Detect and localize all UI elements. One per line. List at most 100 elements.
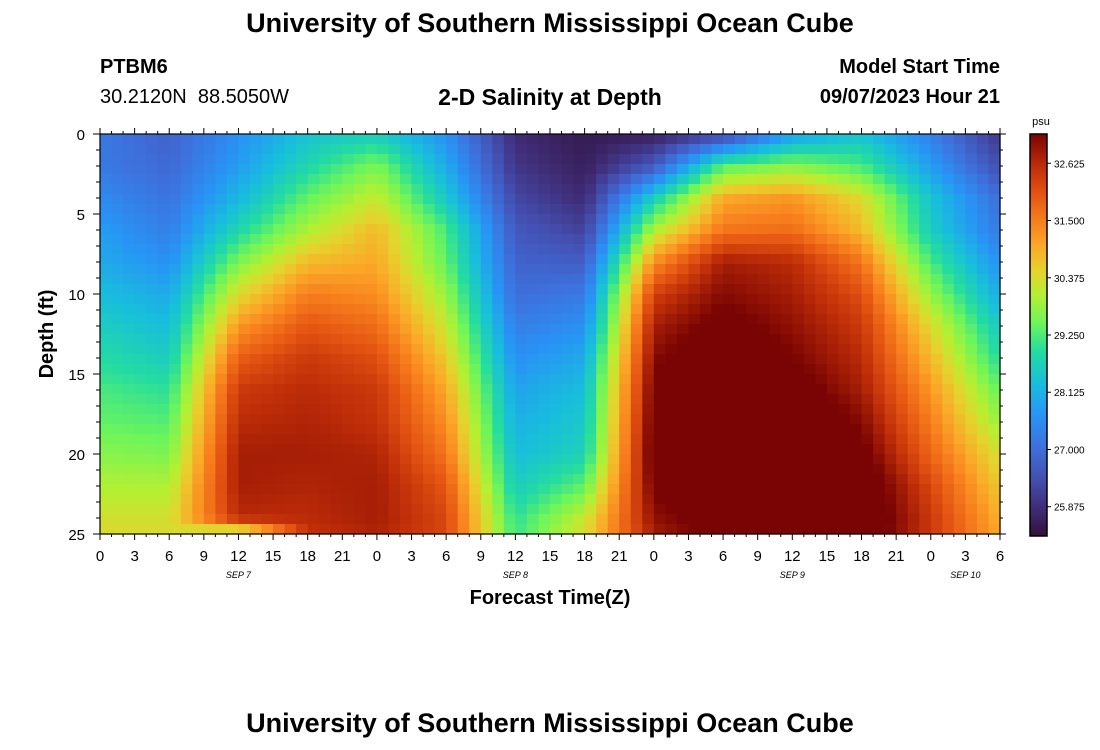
heatmap-cell [884,464,897,475]
heatmap-cell [803,334,816,345]
heatmap-cell [157,284,170,295]
heatmap-cell [469,514,482,525]
heatmap-cell [919,504,932,515]
heatmap-cell [342,494,355,505]
heatmap-cell [134,254,147,265]
heatmap-cell [423,304,436,315]
heatmap-cell [526,374,540,385]
heatmap-cell [757,244,770,255]
heatmap-cell [757,184,770,195]
heatmap-cell [688,524,701,535]
heatmap-cell [907,214,920,225]
heatmap-cell [273,524,286,535]
heatmap-cell [480,254,493,265]
heatmap-cell [226,314,240,325]
heatmap-cell [700,464,713,475]
heatmap-cell [134,324,147,335]
heatmap-cell [988,244,1001,255]
heatmap-cell [353,434,366,445]
heatmap-cell [215,424,228,435]
heatmap-cell [642,464,655,475]
heatmap-cell [676,194,690,205]
heatmap-cell [826,394,840,405]
heatmap-cell [434,194,447,205]
heatmap-cell [907,424,920,435]
x-tick-label: 21 [611,548,628,565]
heatmap-cell [942,374,955,385]
heatmap-cell [896,254,909,265]
heatmap-cell [653,274,666,285]
heatmap-cell [203,374,216,385]
heatmap-cell [653,484,666,495]
heatmap-cell [665,284,678,295]
heatmap-cell [538,144,551,155]
heatmap-cell [492,364,505,375]
heatmap-cell [215,314,228,325]
heatmap-cell [319,274,332,285]
heatmap-cell [815,204,828,215]
heatmap-cell [388,144,401,155]
heatmap-cell [226,364,240,375]
heatmap-cell [688,474,701,485]
heatmap-cell [423,504,436,515]
heatmap-cell [503,214,516,225]
heatmap-cell [988,184,1001,195]
heatmap-cell [711,274,724,285]
heatmap-cell [134,184,147,195]
heatmap-cell [700,514,713,525]
heatmap-cell [434,334,447,345]
heatmap-cell [146,194,159,205]
heatmap-cell [653,294,666,305]
heatmap-cell [919,454,932,465]
heatmap-cell [215,194,228,205]
heatmap-cell [388,304,401,315]
heatmap-cell [180,234,193,245]
heatmap-cell [250,434,263,445]
heatmap-cell [457,424,470,435]
heatmap-cell [526,394,540,405]
heatmap-cell [550,144,563,155]
heatmap-cell [769,424,782,435]
heatmap-cell [538,404,551,415]
heatmap-cell [573,174,586,185]
heatmap-cell [642,264,655,275]
heatmap-cell [584,254,597,265]
heatmap-cell [919,244,932,255]
heatmap-cell [261,474,274,485]
heatmap-cell [146,474,159,485]
heatmap-cell [826,424,840,435]
heatmap-cell [642,194,655,205]
heatmap-cell [192,304,205,315]
heatmap-cell [653,164,666,175]
heatmap-cell [780,164,793,175]
heatmap-cell [215,164,228,175]
heatmap-cell [146,494,159,505]
heatmap-cell [446,244,459,255]
heatmap-cell [746,224,759,235]
heatmap-cell [676,424,690,435]
heatmap-cell [273,414,286,425]
heatmap-cell [342,204,355,215]
heatmap-cell [676,344,690,355]
heatmap-cell [157,294,170,305]
heatmap-cell [676,374,690,385]
heatmap-cell [446,204,459,215]
heatmap-cell [723,514,736,525]
heatmap-cell [665,364,678,375]
heatmap-cell [873,494,886,505]
heatmap-cell [123,134,136,145]
heatmap-cell [238,404,251,415]
heatmap-cell [273,384,286,395]
x-tick-label: 12 [507,548,524,565]
heatmap-cell [330,514,343,525]
heatmap-cell [446,354,459,365]
heatmap-cell [423,514,436,525]
heatmap-cell [711,154,724,165]
heatmap-cell [446,414,459,425]
heatmap-cell [226,414,240,425]
heatmap-cell [826,264,840,275]
heatmap-cell [250,214,263,225]
heatmap-cell [838,244,851,255]
heatmap-cell [353,424,366,435]
heatmap-cell [803,224,816,235]
